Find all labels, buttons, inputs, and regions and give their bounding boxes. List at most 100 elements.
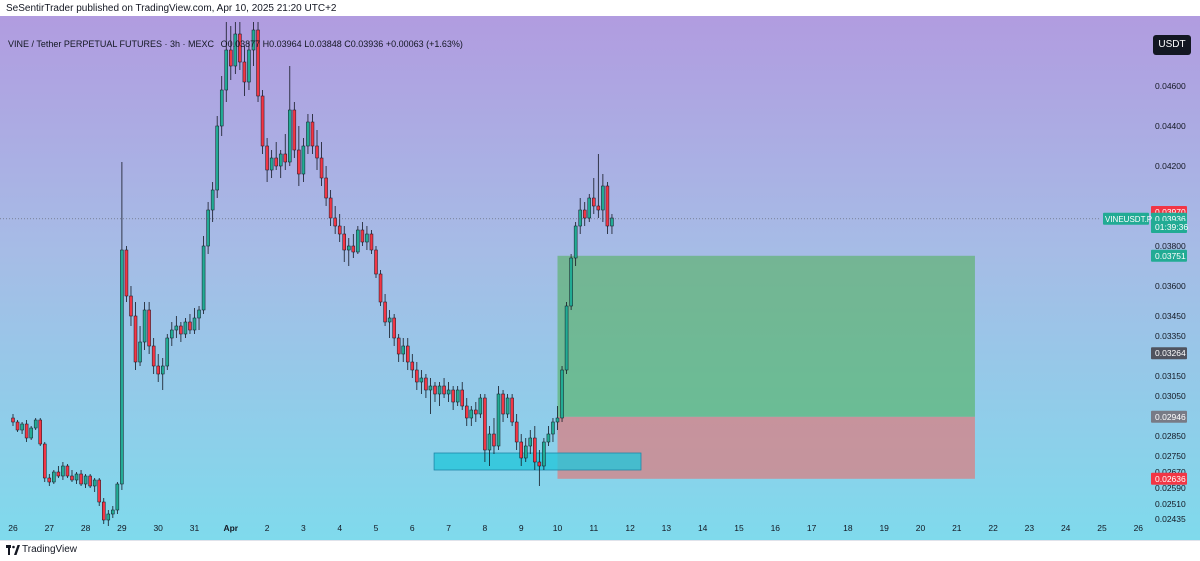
candle-body [592, 197, 596, 207]
candle [43, 442, 47, 482]
candle-body [88, 475, 92, 487]
candle [383, 294, 387, 326]
candle [138, 326, 142, 366]
candle-body [142, 309, 147, 343]
candle [297, 126, 301, 186]
candle-body [469, 409, 474, 419]
candle [415, 362, 419, 390]
candle-body [61, 465, 65, 477]
candle-body [446, 389, 451, 395]
y-tick-label: 0.03800 [1155, 241, 1186, 251]
candle [582, 202, 587, 226]
candle [210, 182, 215, 222]
candle [38, 418, 42, 446]
price-label: 0.02946 [1151, 410, 1187, 423]
candle [33, 418, 38, 430]
x-tick-label: 17 [807, 523, 817, 533]
price-label: 0.03751 [1151, 249, 1187, 262]
price-label-text: 01:39:36 [1155, 222, 1188, 232]
candle-body [183, 321, 188, 335]
candle-body [564, 305, 569, 371]
candle [79, 470, 83, 486]
candle-body [428, 385, 433, 391]
price-label-bg [1151, 472, 1187, 485]
candle [65, 464, 70, 478]
x-tick-label: 22 [988, 523, 998, 533]
candle [151, 338, 156, 374]
candle [455, 386, 460, 406]
candle [533, 426, 537, 470]
legend-symbol[interactable]: VINE / Tether PERPETUAL FUTURES · 3h · M… [8, 39, 215, 49]
x-tick-label: 16 [771, 523, 781, 533]
candle-body [387, 317, 392, 323]
price-chart[interactable]: 0.048000.046000.044000.042000.038000.036… [0, 16, 1200, 540]
candle [342, 226, 346, 262]
x-tick-label: 13 [662, 523, 672, 533]
candle [156, 354, 160, 382]
candle-body [378, 273, 383, 303]
candle [601, 174, 605, 222]
footer-brand[interactable]: TradingView [22, 544, 78, 555]
x-tick-label: 9 [519, 523, 524, 533]
candle-body [560, 369, 564, 419]
candle-body [201, 245, 206, 311]
candle [269, 150, 274, 178]
candle [201, 236, 206, 314]
candle-body [102, 501, 106, 521]
y-tick-label: 0.02670 [1155, 467, 1186, 477]
profit-zone[interactable] [557, 255, 975, 417]
candle [605, 182, 610, 234]
candle-body [47, 477, 52, 483]
currency-badge[interactable]: USDT [1153, 35, 1191, 55]
candle [546, 426, 551, 446]
candle [410, 354, 415, 378]
x-axis[interactable]: 26 27 28 29 30 31 Apr 2 3 4 5 6 7 8 9 10 11 12 13 14 15 16 17 1… [8, 523, 1143, 533]
price-label-text: 0.02946 [1155, 412, 1186, 422]
x-tick-label: 5 [374, 523, 379, 533]
candle [106, 510, 111, 526]
y-tick-label: 0.03150 [1155, 371, 1186, 381]
candle [278, 150, 283, 178]
candle-body [301, 145, 306, 175]
candle-body [133, 315, 138, 363]
candle-body [360, 229, 365, 243]
price-label-bg [1151, 410, 1187, 423]
price-label: 0.02636 [1151, 472, 1187, 485]
candle [310, 114, 315, 154]
legend-change: +0.00063 (+1.63%) [385, 39, 463, 49]
x-tick-label: 25 [1097, 523, 1107, 533]
candle [247, 42, 251, 90]
candle [229, 26, 233, 80]
candle-body [365, 233, 369, 243]
symbol-tag-text: VINEUSDT.P [1105, 215, 1152, 224]
candle-body [188, 321, 192, 331]
candle-body [406, 345, 410, 363]
candle-body [219, 89, 224, 127]
chart-area[interactable]: 0.048000.046000.044000.042000.038000.036… [0, 16, 1200, 540]
y-tick-label: 0.03350 [1155, 331, 1186, 341]
candle [102, 498, 106, 524]
candle [501, 390, 505, 422]
x-tick-label: 29 [117, 523, 127, 533]
candle-body [156, 365, 160, 375]
candle-body [233, 33, 238, 67]
footer: TradingView [0, 540, 1200, 561]
demand-zone[interactable] [433, 452, 642, 471]
candle [124, 246, 129, 302]
candle-body [165, 337, 170, 367]
candle-body [111, 509, 115, 515]
candle [378, 270, 383, 306]
candle [333, 206, 337, 234]
candle [188, 314, 192, 334]
candle [510, 394, 514, 426]
legend-low: L0.03848 [304, 39, 342, 49]
price-label: 01:39:36 [1151, 221, 1188, 233]
candle-body [120, 249, 124, 485]
candle-body [392, 317, 396, 339]
candle-body [229, 49, 233, 67]
candle-body [74, 473, 79, 481]
candle-body [138, 341, 142, 363]
candle [442, 378, 446, 398]
candle-body [519, 441, 523, 459]
